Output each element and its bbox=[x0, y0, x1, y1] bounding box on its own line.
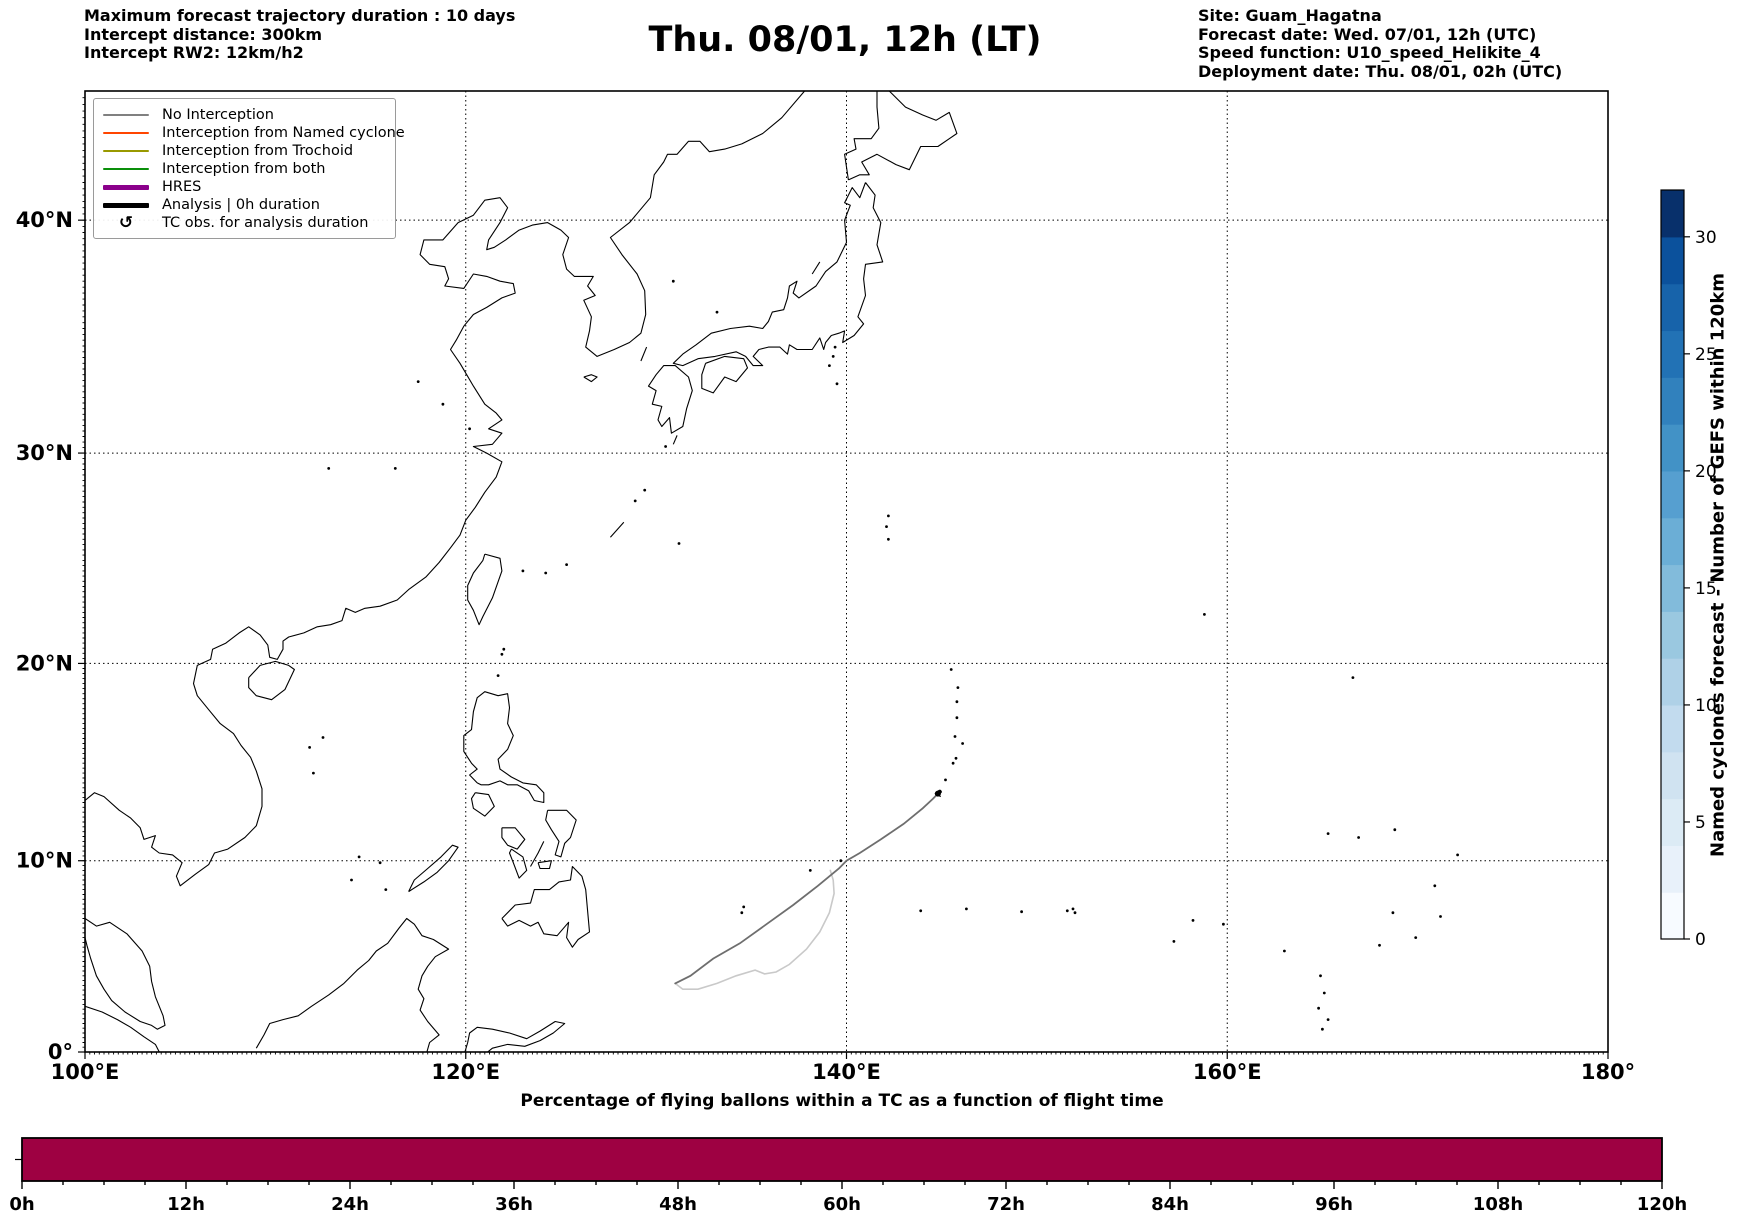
legend-item-label: Analysis | 0h duration bbox=[162, 197, 320, 214]
colorbar-tick-label: 30 bbox=[1695, 228, 1717, 248]
analysis-origin-marker bbox=[934, 790, 941, 797]
flight-time-tick-label: 72h bbox=[987, 1194, 1025, 1213]
legend-item: Interception from Trochoid bbox=[103, 142, 385, 159]
trajectory-secondary bbox=[674, 869, 835, 990]
colorbar-tick-label: 25 bbox=[1695, 345, 1717, 365]
map-ticks bbox=[78, 97, 1609, 1059]
flight-time-tick-label: 108h bbox=[1473, 1194, 1523, 1213]
rotate-ccw-icon: ↺ bbox=[118, 212, 134, 233]
y-tick-label: 40°N bbox=[16, 208, 73, 232]
header-left-line: Intercept RW2: 12km/h2 bbox=[84, 43, 304, 63]
y-tick-label: 10°N bbox=[16, 849, 73, 873]
legend-item: No Interception bbox=[103, 106, 385, 123]
legend-line-swatch bbox=[103, 131, 149, 134]
legend-line-swatch bbox=[103, 202, 149, 208]
header-right-block: Site: Guam_Hagatna Forecast date: Wed. 07… bbox=[1198, 6, 1563, 82]
legend-line-swatch bbox=[103, 167, 149, 170]
legend-item-label: Interception from Named cyclone bbox=[162, 124, 405, 141]
header-right-line: Deployment date: Thu. 08/01, 02h (UTC) bbox=[1198, 62, 1563, 82]
flight-time-tick-label: 12h bbox=[167, 1194, 205, 1213]
legend-item-label: No Interception bbox=[162, 106, 274, 123]
header-left-block: Maximum forecast trajectory duration : 1… bbox=[84, 6, 516, 63]
legend-line-swatch bbox=[103, 113, 149, 116]
legend-item: Interception from both bbox=[103, 160, 385, 177]
figure-title: Thu. 08/01, 12h (LT) bbox=[648, 20, 1042, 60]
bottom-chart-ticks bbox=[21, 1181, 1663, 1189]
header-left-line: Maximum forecast trajectory duration : 1… bbox=[84, 6, 516, 25]
header-right-line: Forecast date: Wed. 07/01, 12h (UTC) bbox=[1198, 24, 1537, 44]
tc-obs-icon: ↺ bbox=[103, 212, 149, 233]
bottom-bar-chart: 0h 12h 24h 36h 48h 60h 72h 84h 96h 108h 120h bbox=[9, 1137, 1687, 1213]
legend-item: HRES bbox=[103, 179, 385, 196]
legend-line-swatch bbox=[103, 149, 149, 152]
header-right-line: Site: Guam_Hagatna bbox=[1198, 6, 1382, 25]
flight-time-tick-label: 120h bbox=[1637, 1194, 1687, 1213]
flight-time-tick-label: 36h bbox=[495, 1194, 533, 1213]
flight-time-tick-label: 84h bbox=[1151, 1194, 1189, 1213]
island-dots bbox=[308, 279, 1459, 1031]
legend-line-swatch bbox=[103, 184, 149, 190]
colorbar-tick-label: 0 bbox=[1695, 930, 1706, 950]
x-tick-label: 100°E bbox=[51, 1060, 120, 1084]
x-tick-label: 180° bbox=[1581, 1060, 1635, 1084]
flight-time-tick-label: 96h bbox=[1315, 1194, 1353, 1213]
colorbar-tick-label: 20 bbox=[1695, 462, 1717, 482]
header-left-line: Intercept distance: 300km bbox=[84, 24, 323, 44]
coastlines bbox=[85, 91, 958, 1052]
colorbar-tick-label: 5 bbox=[1695, 813, 1706, 833]
x-tick-label: 140°E bbox=[812, 1060, 881, 1084]
legend-item-label: TC obs. for analysis duration bbox=[162, 215, 369, 232]
flight-time-tick-label: 60h bbox=[823, 1194, 861, 1213]
map-plot bbox=[78, 90, 1609, 1059]
legend-item-label: Interception from Trochoid bbox=[162, 142, 354, 159]
colorbar: 0 5 10 15 20 25 30 bbox=[1660, 189, 1717, 950]
legend-box: No Interception Interception from Named c… bbox=[93, 98, 405, 239]
colorbar-tick-label: 15 bbox=[1695, 579, 1717, 599]
legend-item: ↺ TC obs. for analysis duration bbox=[103, 212, 385, 233]
flight-time-bar bbox=[22, 1138, 1662, 1181]
x-tick-label: 120°E bbox=[431, 1060, 500, 1084]
flight-time-tick-label: 0h bbox=[9, 1194, 34, 1213]
x-tick-label: 160°E bbox=[1193, 1060, 1262, 1084]
y-tick-label: 30°N bbox=[16, 441, 73, 465]
flight-time-tick-label: 48h bbox=[659, 1194, 697, 1213]
legend-item: Interception from Named cyclone bbox=[103, 124, 405, 141]
colorbar-frame bbox=[1660, 189, 1685, 940]
y-tick-label: 0° bbox=[48, 1040, 73, 1064]
legend-item-label: Interception from both bbox=[162, 160, 326, 177]
header-right-line: Speed function: U10_speed_Helikite_4 bbox=[1198, 43, 1541, 63]
trajectory-no-interception bbox=[674, 791, 940, 985]
bottom-chart-title: Percentage of flying ballons within a TC… bbox=[520, 1091, 1164, 1111]
legend-item-label: HRES bbox=[162, 179, 202, 196]
colorbar-label: Named cyclones forecast - Number of GEFS… bbox=[1707, 272, 1729, 857]
legend-item: Analysis | 0h duration bbox=[103, 197, 385, 214]
y-tick-label: 20°N bbox=[16, 651, 73, 675]
colorbar-tick-label: 10 bbox=[1695, 696, 1717, 716]
flight-time-tick-label: 24h bbox=[331, 1194, 369, 1213]
